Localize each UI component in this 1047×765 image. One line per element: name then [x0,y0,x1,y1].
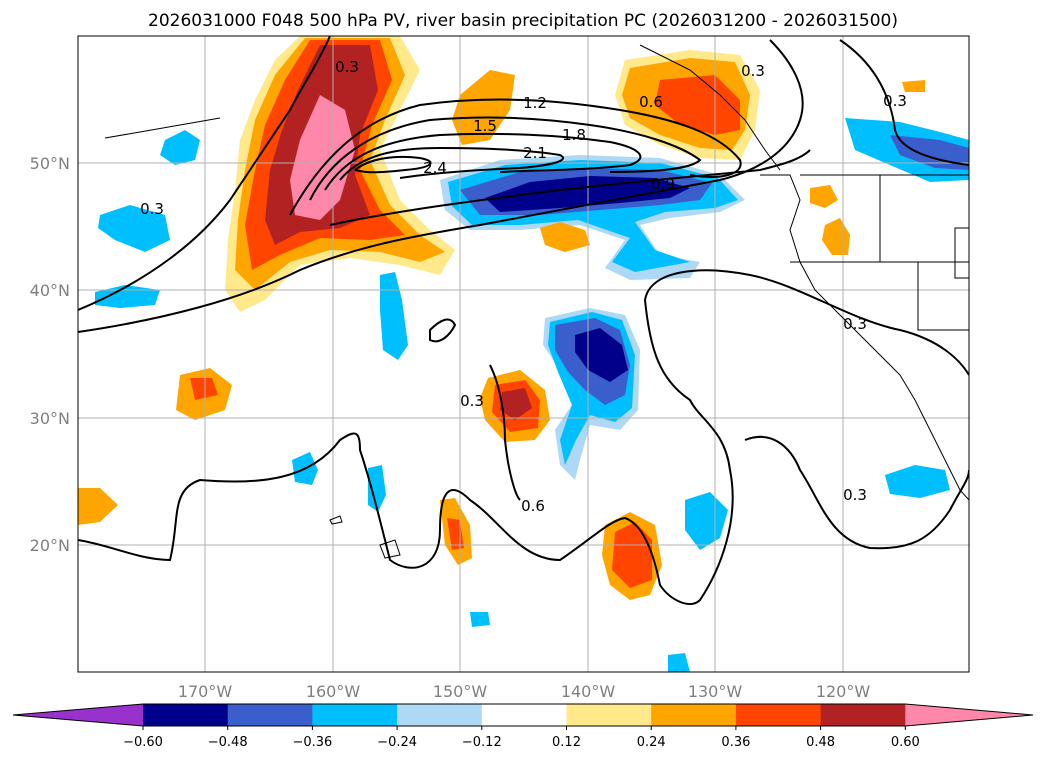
colorbar-tick-label: −0.12 [462,735,502,750]
negative-anomaly-small-5 [368,465,386,512]
contour-label: 1.8 [562,126,586,144]
contour-label: 0.6 [521,497,545,515]
colorbar-extend-min [13,704,143,726]
pv-contours [78,36,969,605]
negative-anomaly-small-7 [885,465,950,498]
colorbar-segment [566,704,652,726]
colorbar-segment [312,704,398,726]
contour-label: 0.3 [460,392,484,410]
colorbar-tick-label: −0.48 [208,735,248,750]
positive-anomaly-small-5 [78,488,118,525]
lon-label: 140°W [561,682,616,701]
positive-anomaly-bc-coast-red [655,75,740,135]
colorbar-tick-label: 0.12 [552,735,581,750]
longitude-labels: 170°W 160°W 150°W 140°W 130°W 120°W [178,682,871,701]
colorbar-extend-max [905,704,1033,726]
colorbar-segment [651,704,737,726]
negative-anomaly-small-3 [95,285,160,308]
lon-label: 120°W [816,682,871,701]
pv-contour-0.3-south [78,269,969,605]
colorbar-tick-label: 0.36 [721,735,750,750]
colorbar-segment [227,704,313,726]
positive-anomaly-gulf [452,70,515,145]
colorbar-segment [481,704,567,726]
contour-label: 0.3 [843,486,867,504]
positive-anomaly-small-3-red [612,522,652,588]
pv-contour-0.6-west [78,39,804,333]
negative-anomaly-small-9 [668,653,690,672]
pv-contour-0.9 [329,149,811,226]
contour-label: 0.6 [639,93,663,111]
colorbar-tick-label: 0.48 [806,735,835,750]
colorbar-tick-label: −0.24 [377,735,417,750]
contour-label: 0.3 [843,315,867,333]
colorbar-tick-label: 0.60 [891,735,920,750]
positive-anomaly-small-9 [902,80,925,92]
colorbar: −0.60 −0.48 −0.36 −0.24 −0.12 0.12 0.24 0.36 0.4… [12,703,1034,750]
pv-contour-2.4 [354,155,432,174]
contour-label: 0.9 [651,175,675,193]
lat-label: 20°N [30,536,70,555]
pv-contour-ne [839,39,969,166]
pv-contour-0.3-loop [429,318,457,343]
lat-label: 30°N [30,409,70,428]
positive-anomaly-small-2-darkred [500,388,532,420]
colorbar-segment [143,704,229,726]
positive-anomaly-small-6 [540,222,590,252]
contour-label: 0.3 [335,58,359,76]
lon-label: 150°W [433,682,488,701]
colorbar-tick-label: −0.60 [123,735,163,750]
colorbar-tick-label: 0.24 [637,735,666,750]
negative-anomaly-small-2 [98,205,170,252]
coastlines [104,44,969,559]
positive-anomaly-small-1-red [190,378,218,400]
graticule [78,36,969,672]
contour-label: 0.3 [883,92,907,110]
precipitation-shading [78,36,969,672]
negative-anomaly-west-strip [380,272,408,360]
pv-contour-1.2 [289,98,742,216]
colorbar-segment [397,704,483,726]
latitude-labels: 50°N 40°N 30°N 20°N [30,154,70,555]
negative-anomaly-small-6 [685,492,728,550]
contour-label: 1.5 [473,117,497,135]
contour-label: 2.4 [423,159,447,177]
contour-label: 0.3 [140,200,164,218]
lon-label: 160°W [306,682,361,701]
contour-label: 1.2 [523,94,547,112]
contour-label: 0.3 [741,62,765,80]
negative-anomaly-small-8 [470,612,490,627]
pv-contour-1.5 [309,116,702,201]
contour-label: 2.1 [523,144,547,162]
colorbar-segment [735,704,822,726]
positive-anomaly-small-8 [810,185,838,208]
map-frame [77,35,970,673]
pv-contour-2.1 [339,146,564,181]
map-background [78,36,969,672]
lon-label: 170°W [178,682,233,701]
lat-label: 40°N [30,281,70,300]
negative-anomaly-small-1 [160,130,200,165]
pv-contour-1.8 [324,132,642,191]
colorbar-segment [820,704,906,726]
lon-label: 130°W [688,682,743,701]
colorbar-tick-label: −0.36 [292,735,332,750]
pv-contour-0.6-south [489,364,521,501]
lat-label: 50°N [30,154,70,173]
contour-labels: 0.3 0.6 1.2 1.5 1.8 2.1 2.4 0.9 0.3 0.3 … [140,58,907,515]
figure-title: 2026031000 F048 500 hPa PV, river basin … [148,11,898,31]
pv-contour-0.3-north [78,36,331,311]
pv-contour-0.3-east [744,435,969,550]
map-panel: 0.3 0.6 1.2 1.5 1.8 2.1 2.4 0.9 0.3 0.3 … [77,35,970,673]
